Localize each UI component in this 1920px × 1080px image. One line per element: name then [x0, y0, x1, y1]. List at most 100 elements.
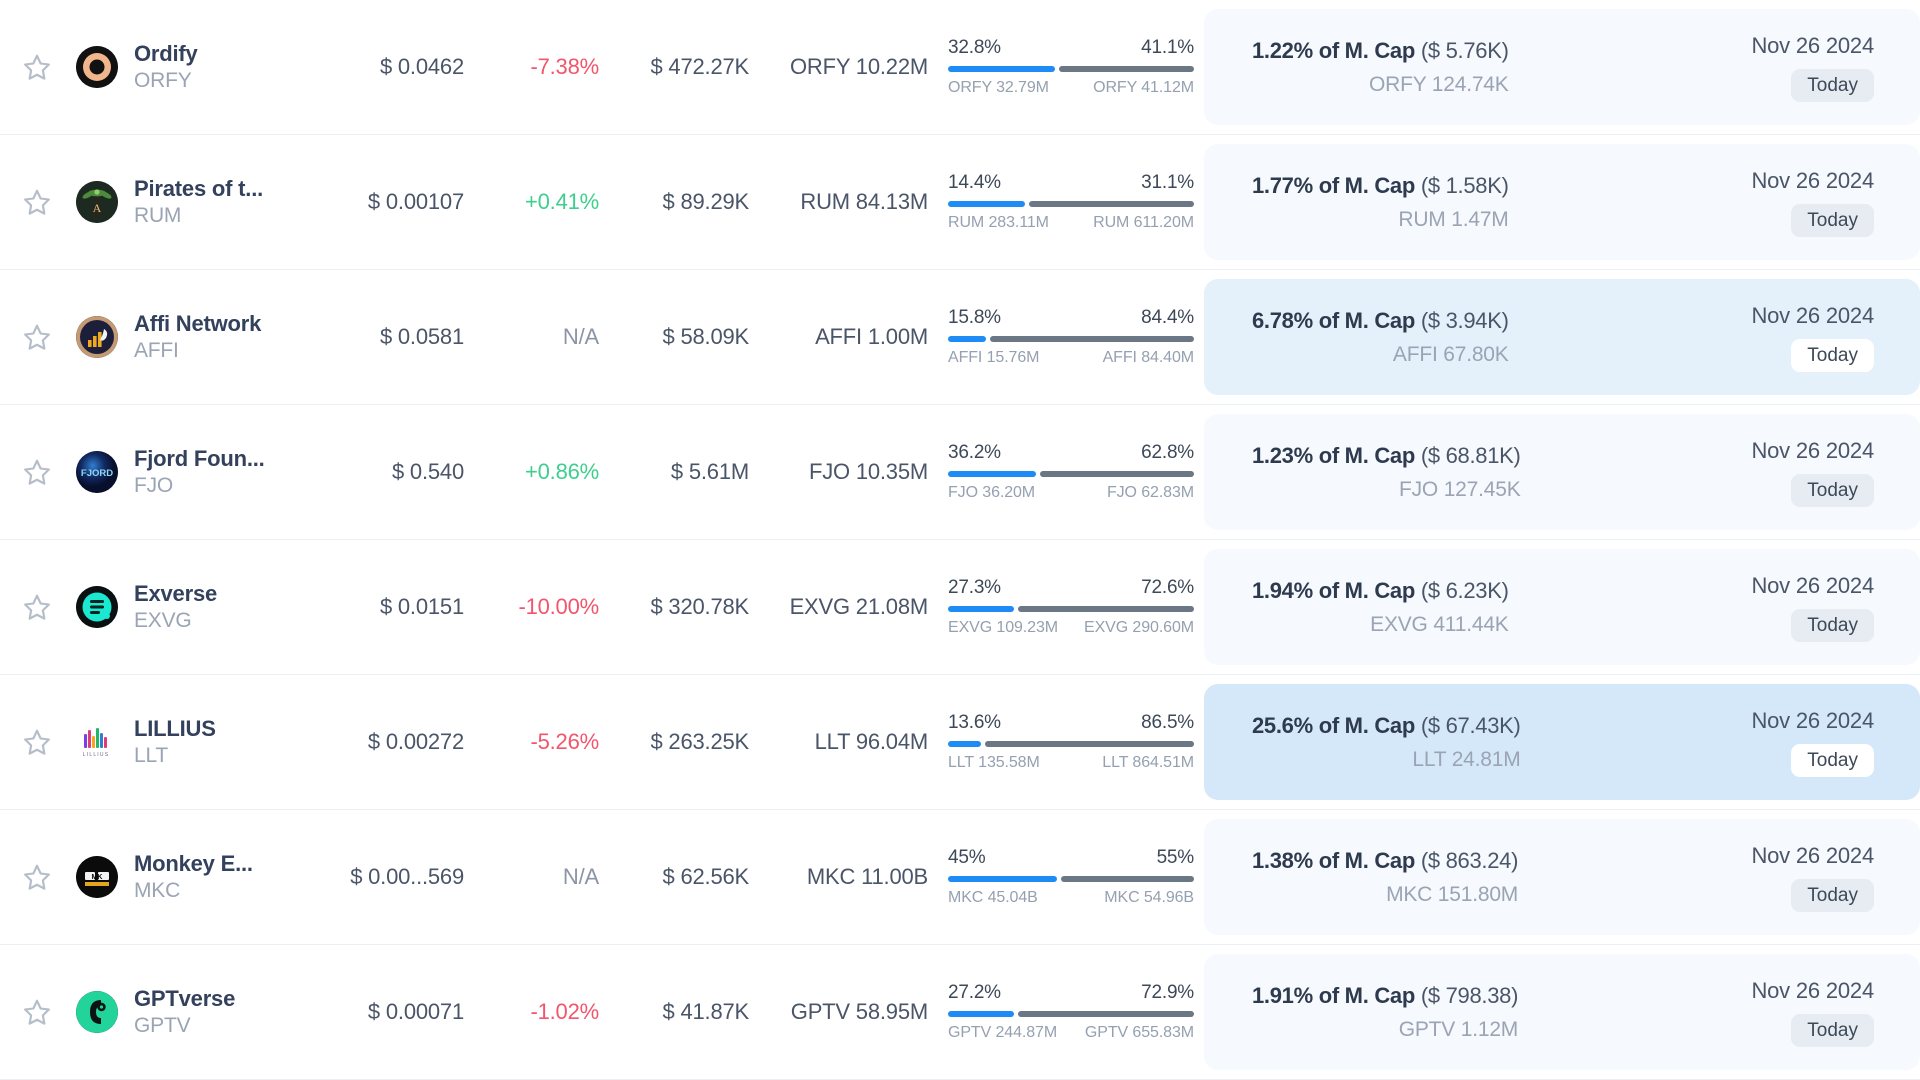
progress-bar-track: [1060, 876, 1194, 882]
status-badge[interactable]: Today: [1791, 338, 1874, 372]
bar-sub-labels: RUM 283.11M RUM 611.20M: [948, 214, 1194, 232]
coin-name: LILLIUS: [134, 716, 216, 741]
volume-cell: $ 62.56K: [662, 864, 750, 889]
coin-identity-cell[interactable]: GPTverse GPTV: [74, 945, 304, 1079]
unlock-card[interactable]: 25.6% of M. Cap ($ 67.43K) LLT 24.81M No…: [1204, 684, 1920, 800]
unlock-card[interactable]: 1.23% of M. Cap ($ 68.81K) FJO 127.45K N…: [1204, 414, 1920, 530]
favorite-star-cell[interactable]: [0, 540, 74, 674]
status-badge[interactable]: Today: [1791, 68, 1874, 102]
mcap-amount: ($ 6.23K): [1420, 577, 1509, 603]
favorite-star-cell[interactable]: [0, 270, 74, 404]
supply-cell: FJO 10.35M: [808, 459, 928, 484]
status-badge[interactable]: Today: [1791, 608, 1874, 642]
unlock-card[interactable]: 1.38% of M. Cap ($ 863.24) MKC 151.80M N…: [1204, 819, 1920, 935]
unlock-card-right: Nov 26 2024 Today: [1684, 303, 1874, 372]
status-badge[interactable]: Today: [1791, 878, 1874, 912]
coin-names: Ordify ORFY: [134, 41, 198, 93]
allocation-bars-cell: 45% 55% MKC 45.04B MKC 54.96B: [934, 810, 1204, 944]
bar-right-amount: EXVG 290.60M: [1084, 619, 1194, 636]
volume-cell: $ 5.61M: [670, 459, 749, 484]
progress-bar-fill: [948, 606, 1015, 612]
status-badge[interactable]: Today: [1791, 743, 1874, 777]
favorite-star-cell[interactable]: [0, 0, 74, 134]
table-row[interactable]: Ordify ORFY $ 0.0462 -7.38% $ 472.27K OR…: [0, 0, 1920, 135]
unlock-date: Nov 26 2024: [1751, 842, 1874, 868]
bar-right-amount: MKC 54.96B: [1104, 889, 1194, 906]
unlock-card[interactable]: 1.94% of M. Cap ($ 6.23K) EXVG 411.44K N…: [1204, 549, 1920, 665]
status-badge[interactable]: Today: [1791, 473, 1874, 507]
mcap-suffix-label: of M. Cap: [1318, 442, 1416, 468]
unlock-token-amount: GPTV 1.12M: [1398, 1017, 1519, 1041]
allocation-bars-cell: 14.4% 31.1% RUM 283.11M RUM 611.20M: [934, 135, 1204, 269]
table-row[interactable]: Affi Network AFFI $ 0.0581 N/A $ 58.09K …: [0, 270, 1920, 405]
mcap-line: 1.77% of M. Cap ($ 1.58K): [1252, 173, 1509, 199]
star-icon[interactable]: [22, 52, 52, 82]
favorite-star-cell[interactable]: [0, 945, 74, 1079]
coin-identity-cell[interactable]: Exverse EXVG: [74, 540, 304, 674]
coin-identity-cell[interactable]: FJORD Fjord Foun... FJO: [74, 405, 304, 539]
unlock-card-right: Nov 26 2024 Today: [1684, 843, 1874, 912]
mcap-line: 1.23% of M. Cap ($ 68.81K): [1252, 443, 1521, 469]
table-row[interactable]: MK Monkey E... MKC $ 0.00...569 N/A $ 62…: [0, 810, 1920, 945]
unlock-card[interactable]: 1.91% of M. Cap ($ 798.38) GPTV 1.12M No…: [1204, 954, 1920, 1070]
star-icon[interactable]: [22, 997, 52, 1027]
bar-right-percent: 31.1%: [1141, 172, 1194, 193]
star-icon[interactable]: [22, 322, 52, 352]
progress-bar-fill: [948, 741, 981, 747]
coin-identity-cell[interactable]: MK Monkey E... MKC: [74, 810, 304, 944]
mcap-percent: 1.23%: [1252, 442, 1313, 468]
volume-cell: $ 89.29K: [662, 189, 750, 214]
unlock-card[interactable]: 1.77% of M. Cap ($ 1.58K) RUM 1.47M Nov …: [1204, 144, 1920, 260]
table-row[interactable]: LILLIUS LILLIUS LLT $ 0.00272 -5.26% $ 2…: [0, 675, 1920, 810]
coin-names: Pirates of t... RUM: [134, 176, 263, 228]
coin-identity-cell[interactable]: LILLIUS LILLIUS LLT: [74, 675, 304, 809]
progress-bar: [948, 471, 1194, 477]
mcap-percent: 1.91%: [1252, 982, 1313, 1008]
unlock-card[interactable]: 1.22% of M. Cap ($ 5.76K) ORFY 124.74K N…: [1204, 9, 1920, 125]
table-row[interactable]: GPTverse GPTV $ 0.00071 -1.02% $ 41.87K …: [0, 945, 1920, 1080]
star-icon[interactable]: [22, 592, 52, 622]
star-icon[interactable]: [22, 187, 52, 217]
favorite-star-cell[interactable]: [0, 135, 74, 269]
star-icon[interactable]: [22, 727, 52, 757]
unlock-card-left: 6.78% of M. Cap ($ 3.94K) AFFI 67.80K: [1252, 308, 1509, 367]
bar-right-amount: GPTV 655.83M: [1084, 1024, 1194, 1041]
status-badge[interactable]: Today: [1791, 203, 1874, 237]
coin-identity-cell[interactable]: Affi Network AFFI: [74, 270, 304, 404]
unlock-card-right: Nov 26 2024 Today: [1684, 708, 1874, 777]
supply-cell: MKC 11.00B: [806, 864, 928, 889]
bar-right-amount: ORFY 41.12M: [1093, 79, 1194, 96]
star-icon[interactable]: [22, 862, 52, 892]
coin-name: Ordify: [134, 41, 198, 66]
unlock-token-amount: MKC 151.80M: [1386, 882, 1519, 906]
coin-names: Exverse EXVG: [134, 581, 217, 633]
bar-left-amount: MKC 45.04B: [948, 889, 1038, 906]
bar-left-amount: RUM 283.11M: [948, 214, 1049, 231]
bar-left-percent: 14.4%: [948, 172, 1001, 193]
favorite-star-cell[interactable]: [0, 810, 74, 944]
progress-bar-fill: [948, 336, 987, 342]
status-badge[interactable]: Today: [1791, 1013, 1874, 1047]
coin-identity-cell[interactable]: A Pirates of t... RUM: [74, 135, 304, 269]
favorite-star-cell[interactable]: [0, 675, 74, 809]
table-row[interactable]: A Pirates of t... RUM $ 0.00107 +0.41% $…: [0, 135, 1920, 270]
bar-percent-labels: 45% 55%: [948, 847, 1194, 869]
table-row[interactable]: FJORD Fjord Foun... FJO $ 0.540 +0.86% $…: [0, 405, 1920, 540]
star-icon[interactable]: [22, 457, 52, 487]
mcap-suffix-label: of M. Cap: [1318, 37, 1416, 63]
favorite-star-cell[interactable]: [0, 405, 74, 539]
unlock-card-right: Nov 26 2024 Today: [1684, 168, 1874, 237]
coin-identity-cell[interactable]: Ordify ORFY: [74, 0, 304, 134]
unlock-panel-cell: 6.78% of M. Cap ($ 3.94K) AFFI 67.80K No…: [1204, 270, 1920, 404]
supply-cell: RUM 84.13M: [800, 189, 928, 214]
progress-bar-track: [1059, 66, 1194, 72]
change-cell: -7.38%: [530, 54, 599, 79]
unlock-date: Nov 26 2024: [1751, 572, 1874, 598]
bar-left-percent: 27.2%: [948, 982, 1001, 1003]
progress-bar-fill: [948, 471, 1037, 477]
unlock-panel-cell: 1.38% of M. Cap ($ 863.24) MKC 151.80M N…: [1204, 810, 1920, 944]
unlock-card[interactable]: 6.78% of M. Cap ($ 3.94K) AFFI 67.80K No…: [1204, 279, 1920, 395]
table-row[interactable]: Exverse EXVG $ 0.0151 -10.00% $ 320.78K …: [0, 540, 1920, 675]
bar-right-percent: 55%: [1156, 847, 1195, 868]
